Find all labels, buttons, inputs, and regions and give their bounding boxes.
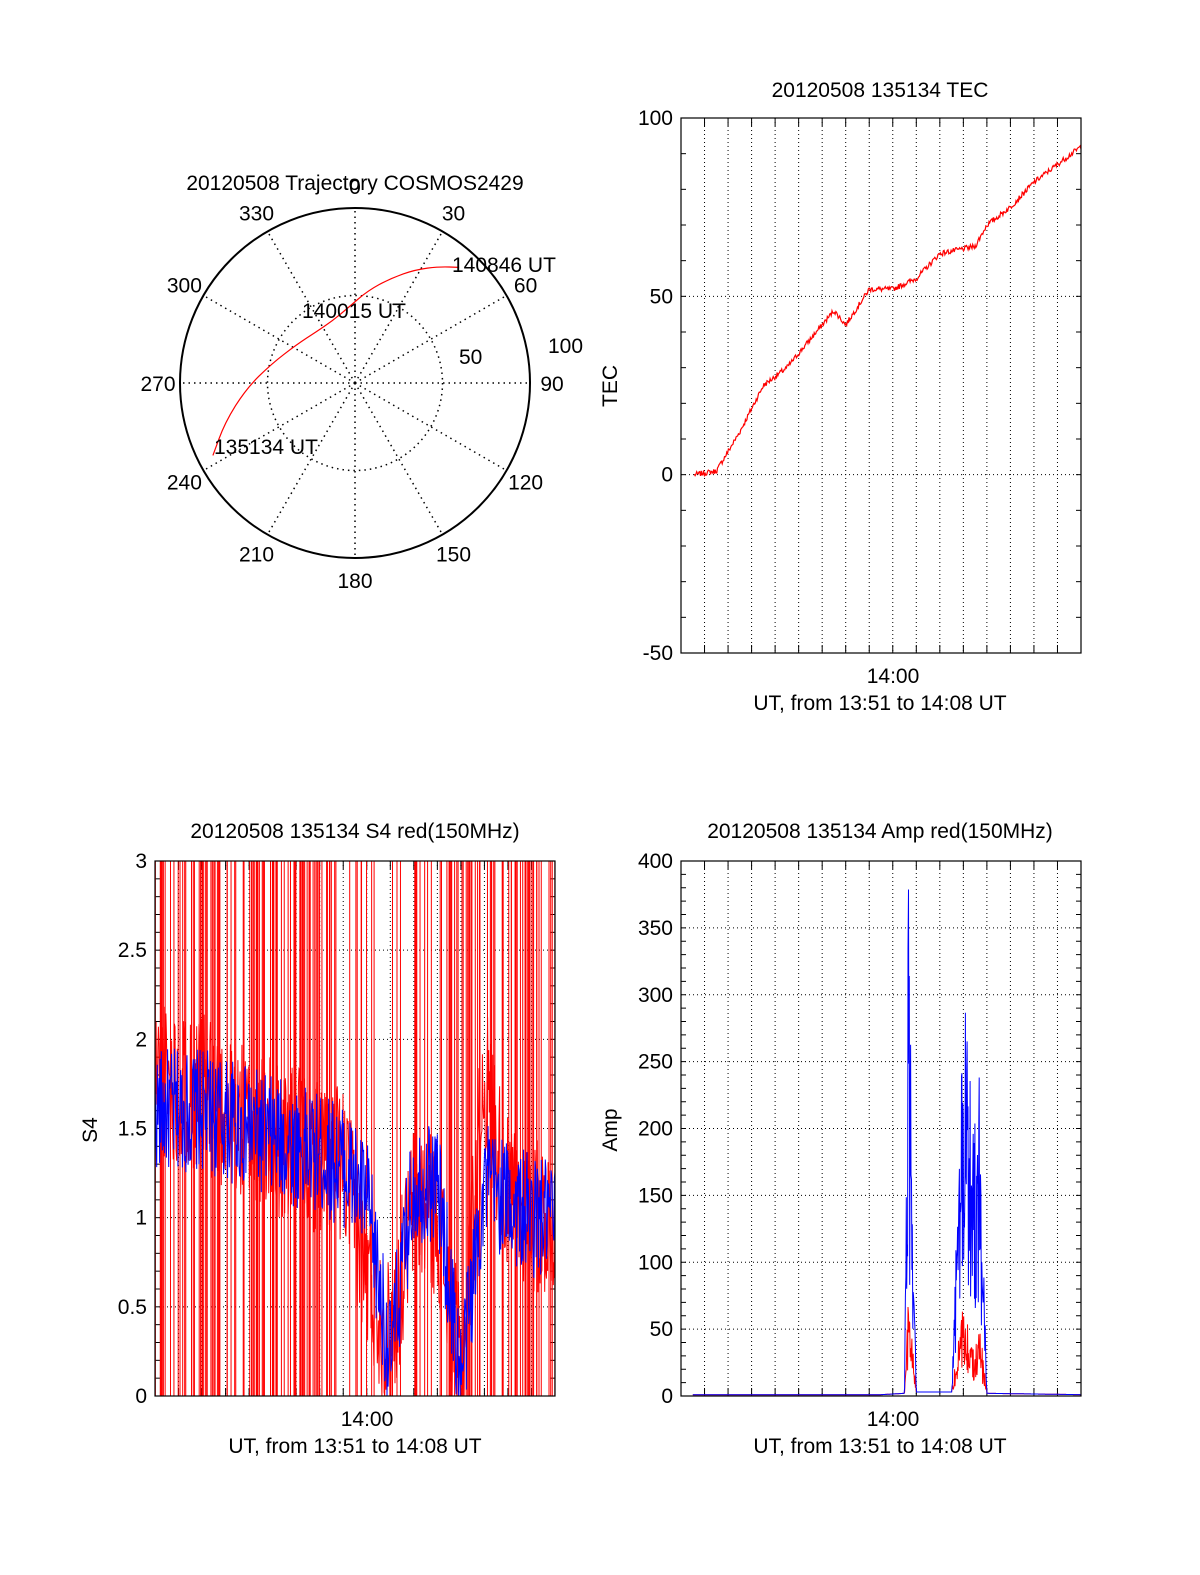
tec-yticks: -50 0 50 100 (638, 107, 673, 665)
amp-ytick-label: 200 (638, 1118, 673, 1141)
amp-xlabel: UT, from 13:51 to 14:08 UT (753, 1435, 1006, 1458)
amp-plot: 20120508 135134 Amp red(150MHz) 0 50 100 15… (599, 820, 1082, 1458)
polar-ring (266, 294, 444, 472)
tec-ytick-label: 0 (661, 464, 673, 487)
tec-grid (681, 117, 1081, 654)
amp-ytick-label: 250 (638, 1051, 673, 1074)
polar-outer-circle (179, 207, 531, 559)
amp-grid (681, 860, 1081, 1397)
s4-frame (154, 860, 556, 1397)
s4-ytick-label: 2 (135, 1028, 147, 1051)
s4-xtick-label: 14:00 (341, 1408, 394, 1431)
s4-title: 20120508 135134 S4 red(150MHz) (190, 820, 519, 843)
azimuth-label: 240 (167, 472, 202, 495)
amp-ytick-label: 50 (650, 1318, 673, 1341)
amp-ytick-label: 400 (638, 850, 673, 873)
tec-ytick-label: 100 (638, 107, 673, 130)
azimuth-label: 150 (436, 544, 471, 567)
amp-series-red (692, 1306, 1081, 1396)
amp-ytick-label: 150 (638, 1184, 673, 1207)
polar-grid (180, 208, 530, 558)
s4-yticks: 0 0.5 1 1.5 2 2.5 3 (118, 850, 147, 1408)
tec-series-red (693, 144, 1082, 478)
tec-frame (680, 117, 1082, 654)
azimuth-label: 90 (540, 373, 563, 396)
s4-ytick-label: 1 (135, 1207, 147, 1230)
trajectory-track (212, 266, 460, 456)
tec-title: 20120508 135134 TEC (772, 79, 989, 102)
amp-xtick-label: 14:00 (867, 1408, 920, 1431)
amp-series-blue (692, 889, 1081, 1396)
tec-ytick-label: -50 (643, 642, 673, 665)
azimuth-label: 210 (239, 544, 274, 567)
amp-ytick-label: 100 (638, 1251, 673, 1274)
radial-label-50: 50 (459, 346, 482, 369)
annotation-mid-time: 140015 UT (302, 300, 406, 323)
polar-spoke (354, 382, 444, 535)
s4-ytick-label: 3 (135, 850, 147, 873)
tec-xlabel: UT, from 13:51 to 14:08 UT (753, 692, 1006, 715)
amp-ytick-label: 300 (638, 984, 673, 1007)
azimuth-label: 60 (514, 275, 537, 298)
amp-ytick-label: 350 (638, 917, 673, 940)
trajectory-title: 20120508 Trajectory COSMOS2429 (186, 172, 523, 195)
polar-spoke (354, 382, 507, 472)
s4-series-blue (154, 1048, 556, 1397)
tec-plot: 20120508 135134 TEC -50 0 50 100 14:00 UT, … (599, 79, 1082, 715)
annotation-end-time: 140846 UT (452, 254, 556, 277)
azimuth-label: 120 (508, 472, 543, 495)
amp-ytick-label: 0 (661, 1385, 673, 1408)
tec-ylabel: TEC (599, 365, 622, 407)
s4-plot: 20120508 135134 S4 red(150MHz) 0 0.5 1 1.5 2… (79, 820, 556, 1458)
azimuth-labels: 0 30 60 90 120 150 180 210 240 270 300 330 (140, 176, 563, 593)
s4-ytick-label: 2.5 (118, 939, 147, 962)
trajectory-plot: 20120508 Trajectory COSMOS2429 0 30 60 90 12… (140, 172, 583, 593)
azimuth-label: 180 (337, 570, 372, 593)
s4-xlabel: UT, from 13:51 to 14:08 UT (228, 1435, 481, 1458)
amp-yticks: 0 50 100 150 200 250 300 350 400 (638, 850, 673, 1408)
s4-ytick-label: 0.5 (118, 1296, 147, 1319)
amp-ylabel: Amp (599, 1108, 622, 1151)
s4-ylabel: S4 (79, 1117, 102, 1143)
azimuth-label: 270 (140, 373, 175, 396)
radial-label-100: 100 (548, 335, 583, 358)
annotation-start-time: 135134 UT (214, 436, 318, 459)
s4-ytick-label: 0 (135, 1385, 147, 1408)
amp-title: 20120508 135134 Amp red(150MHz) (707, 820, 1053, 843)
amp-frame (680, 860, 1082, 1397)
azimuth-label: 30 (442, 202, 465, 225)
azimuth-label: 300 (167, 275, 202, 298)
azimuth-label: 0 (349, 176, 361, 199)
s4-ytick-label: 1.5 (118, 1118, 147, 1141)
tec-xtick-label: 14:00 (867, 665, 920, 688)
azimuth-label: 330 (239, 202, 274, 225)
tec-ytick-label: 50 (650, 285, 673, 308)
